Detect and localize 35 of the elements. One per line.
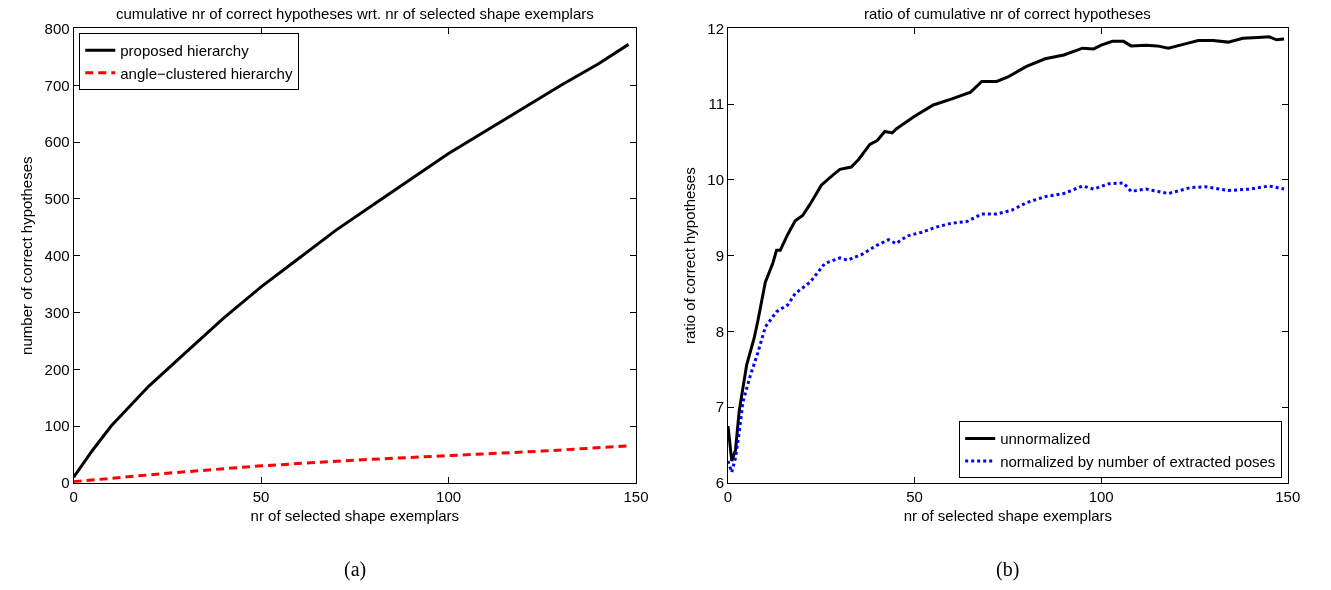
x-tick-label: 100 bbox=[1088, 487, 1114, 505]
y-tick-label: 11 bbox=[708, 95, 725, 113]
y-tick-label: 600 bbox=[44, 133, 70, 151]
text: (a) bbox=[344, 558, 367, 581]
y-tick-label: 0 bbox=[61, 474, 70, 492]
y-tick-label: 10 bbox=[707, 171, 725, 189]
line-series bbox=[728, 181, 1286, 474]
x-tick-label: 150 bbox=[623, 487, 649, 505]
y-tick-label: 100 bbox=[44, 417, 70, 435]
y-tick-label: 300 bbox=[44, 303, 70, 321]
y-tick-label: 7 bbox=[715, 398, 725, 416]
y-tick-label: 9 bbox=[715, 246, 725, 264]
y-axis-title: number of correct hypotheses bbox=[17, 156, 35, 355]
y-tick-label: 8 bbox=[715, 322, 725, 340]
legend-label: unnormalized bbox=[1000, 430, 1091, 448]
y-tick-label: 500 bbox=[44, 190, 70, 208]
x-tick-label: 150 bbox=[1275, 487, 1301, 505]
y-tick-label: 200 bbox=[44, 360, 70, 378]
legend-label: proposed hierarchy bbox=[120, 42, 250, 60]
y-tick-label: 400 bbox=[44, 246, 70, 264]
x-axis-title: nr of selected shape exemplars bbox=[250, 506, 460, 524]
text: (b) bbox=[996, 558, 1020, 581]
x-tick-label: 50 bbox=[252, 487, 270, 505]
y-tick-label: 12 bbox=[707, 19, 725, 37]
legend-label: angle−clustered hierarchy bbox=[120, 64, 293, 82]
chart-title: cumulative nr of correct hypotheses wrt. nr of selected shape exemplars bbox=[116, 5, 594, 22]
y-axis-title: ratio of correct hypotheses bbox=[680, 167, 698, 345]
x-tick-label: 100 bbox=[436, 487, 462, 505]
x-tick-label: 50 bbox=[906, 487, 923, 505]
chart-title: ratio of cumulative nr of correct hypotheses bbox=[864, 5, 1151, 22]
legend-label: normalized by number of extracted poses bbox=[1000, 452, 1276, 470]
y-tick-label: 800 bbox=[44, 19, 70, 37]
x-axis-title: nr of selected shape exemplars bbox=[903, 506, 1113, 524]
y-tick-label: 6 bbox=[715, 474, 725, 492]
y-tick-label: 700 bbox=[44, 76, 70, 94]
